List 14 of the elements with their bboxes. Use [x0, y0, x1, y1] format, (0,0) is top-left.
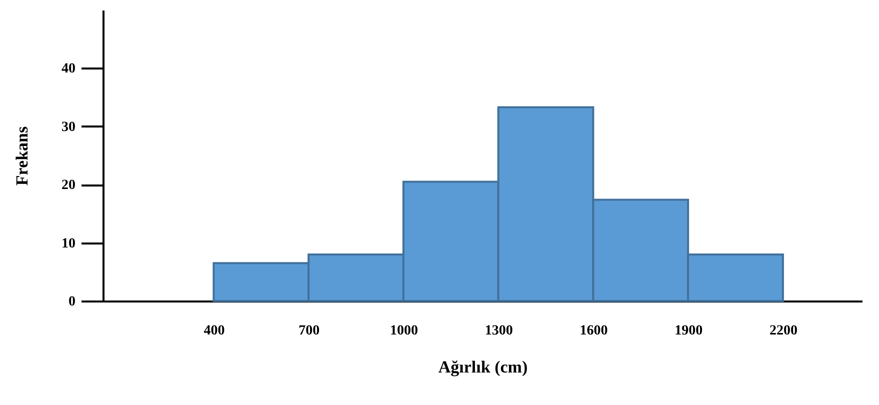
x-tick-label: 1300 [484, 324, 513, 338]
x-axis-title: Ağırlık (cm) [438, 358, 528, 376]
x-tick-label: 700 [298, 324, 320, 338]
x-tick-label: 400 [204, 324, 225, 338]
y-tick-label: 20 [62, 178, 76, 194]
x-tick-label: 1900 [674, 324, 703, 338]
y-tick-label: 30 [62, 120, 76, 135]
x-tick-label: 2200 [769, 324, 798, 338]
y-tick-label: 0 [68, 294, 76, 310]
y-tick-label: 40 [62, 62, 76, 77]
x-tick-label: 1000 [390, 324, 418, 338]
y-axis-title: Frekans [12, 126, 32, 186]
y-tick-label: 10 [62, 236, 76, 252]
x-tick-label: 1600 [580, 324, 608, 338]
